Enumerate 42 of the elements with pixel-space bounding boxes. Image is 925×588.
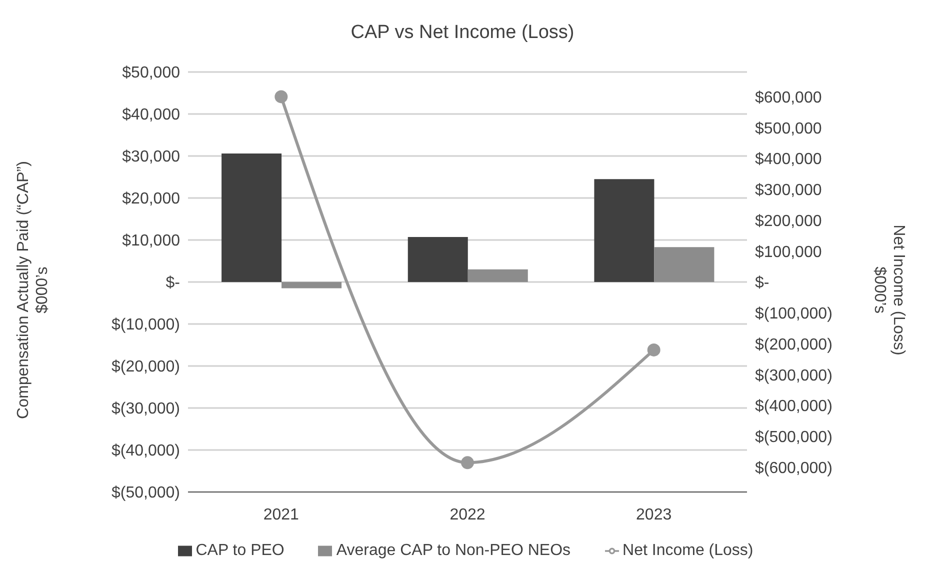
y-tick-label: $20,000 — [122, 190, 180, 208]
x-tick-label: 2022 — [450, 506, 486, 524]
bar — [468, 269, 528, 282]
y2-tick-label: $- — [755, 274, 770, 292]
y2-tick-label: $(600,000) — [755, 460, 832, 477]
y2-axis-title: Net Income (Loss) $000’s — [871, 224, 907, 356]
legend-label: Net Income (Loss) — [622, 542, 754, 559]
x-tick-label: 2021 — [263, 506, 300, 524]
y-tick-label: $50,000 — [122, 64, 180, 82]
y-tick-label: $(40,000) — [112, 442, 180, 460]
y-tick-label: $40,000 — [122, 106, 180, 124]
y2-tick-label: $(200,000) — [755, 336, 832, 354]
y2-tick-label: $(400,000) — [755, 398, 832, 416]
chart-title: CAP vs Net Income (Loss) — [350, 22, 576, 44]
point — [647, 343, 660, 356]
y2-tick-label: $(300,000) — [755, 367, 832, 384]
y2-tick-label: $(500,000) — [755, 429, 832, 446]
bar — [654, 247, 714, 282]
bar — [282, 282, 342, 288]
y2-tick-label: $400,000 — [755, 151, 822, 168]
bar — [594, 179, 654, 282]
y2-tick-label: $300,000 — [755, 182, 822, 200]
point — [274, 90, 288, 104]
y-tick-label: $- — [166, 274, 180, 292]
y2-tick-label: $100,000 — [755, 244, 822, 261]
legend-label: Average CAP to Non-PEO NEOs — [336, 542, 571, 559]
y-axis-title: Compensation Actually Paid (“CAP”) $000’s — [15, 161, 51, 419]
y2-tick-label: $200,000 — [755, 212, 822, 230]
bar — [408, 237, 468, 282]
y-tick-label: $(10,000) — [112, 316, 180, 334]
y2-tick-label: $500,000 — [755, 120, 822, 138]
y-tick-label: $(20,000) — [112, 358, 180, 376]
x-tick-label: 2023 — [636, 506, 672, 524]
y2-tick-label: $600,000 — [755, 89, 822, 106]
legend-label: CAP to PEO — [196, 542, 284, 559]
y-tick-label: $10,000 — [122, 232, 180, 250]
y-tick-label: $30,000 — [122, 148, 180, 166]
point — [461, 456, 474, 470]
y-tick-label: $(30,000) — [112, 400, 180, 418]
y2-tick-label: $(100,000) — [755, 306, 832, 323]
y-tick-label: $(50,000) — [112, 484, 180, 502]
bar — [222, 153, 282, 282]
